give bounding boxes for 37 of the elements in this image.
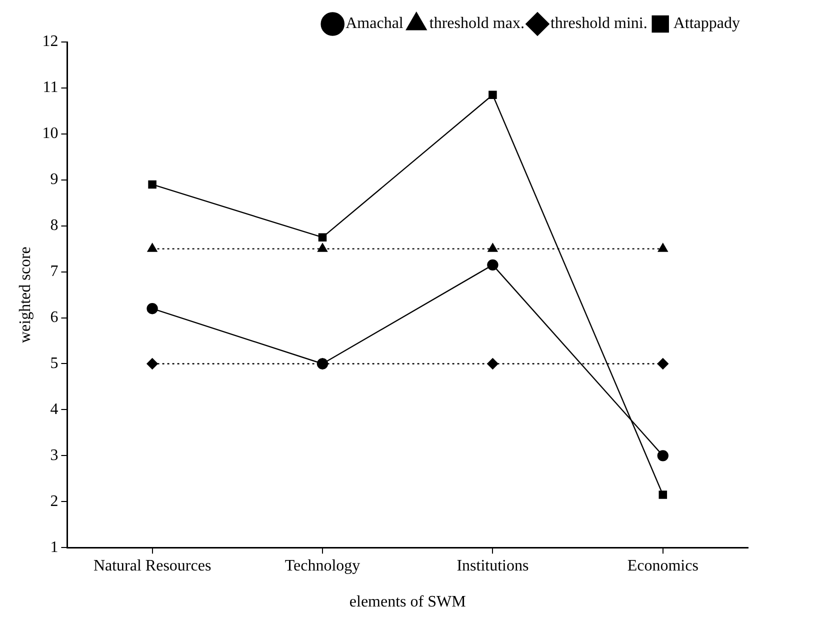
point [318, 243, 328, 252]
point [658, 243, 668, 252]
y-tick-label: 3 [50, 446, 58, 464]
y-tick-label: 6 [50, 308, 58, 326]
point [488, 243, 498, 252]
point [316, 358, 328, 370]
point [146, 358, 158, 370]
x-axis-title: elements of SWM [349, 594, 466, 611]
point [488, 90, 497, 99]
point [487, 259, 498, 271]
y-tick-label: 9 [50, 171, 58, 188]
y-tick-label: 8 [50, 217, 58, 234]
y-tick-label: 1 [50, 538, 58, 556]
point [657, 450, 668, 462]
x-tick-label: Institutions [456, 557, 529, 574]
y-tick-label: 5 [50, 354, 58, 372]
y-tick-label: 11 [42, 79, 58, 96]
point [318, 233, 327, 242]
point [657, 358, 668, 370]
x-tick-label: Economics [627, 557, 698, 574]
legend-label: threshold max. [429, 15, 524, 32]
y-tick-label: 4 [50, 400, 58, 418]
y-tick-label: 10 [42, 125, 58, 142]
legend-label: Amachal [346, 15, 404, 32]
y-tick-label: 7 [50, 263, 58, 280]
x-tick-label: Natural Resources [93, 557, 212, 574]
point [147, 243, 158, 252]
legend-label: Attappady [673, 15, 740, 32]
x-tick-label: Technology [284, 557, 360, 574]
point [148, 180, 156, 189]
y-tick-label: 2 [50, 492, 58, 510]
legend-label: threshold mini. [550, 15, 648, 32]
y-tick-label: 12 [42, 33, 58, 50]
point [146, 302, 158, 314]
y-axis-title: weighted score [16, 246, 34, 344]
point [658, 490, 668, 499]
point [487, 358, 498, 370]
